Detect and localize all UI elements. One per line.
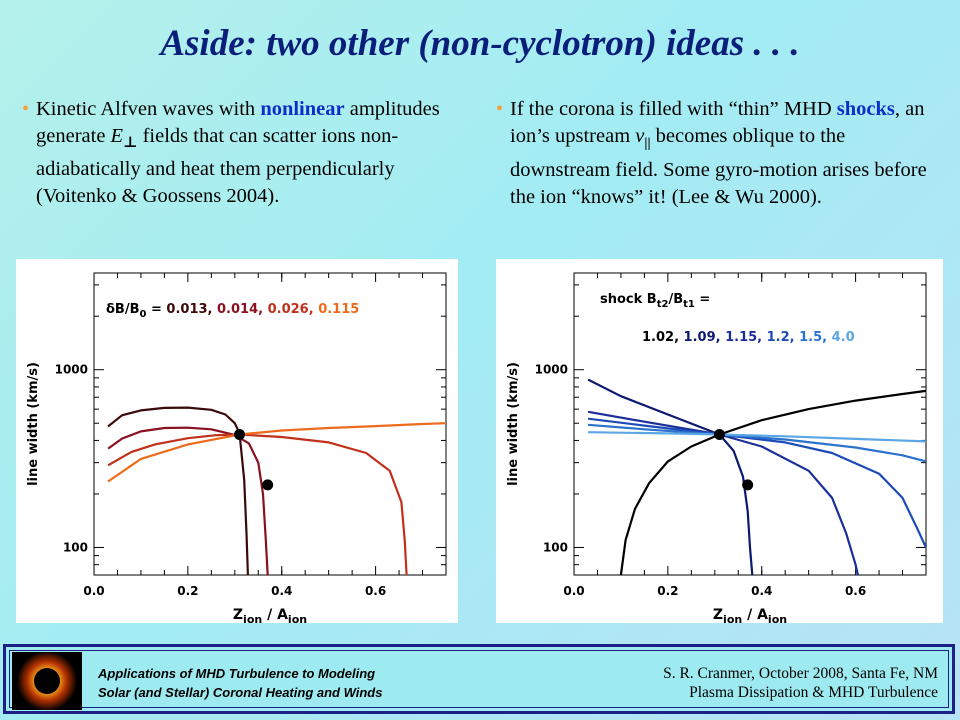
x-tick-label: 0.2 [657, 584, 678, 598]
series-line-1 [587, 378, 754, 575]
legend-values: 1.02, 1.09, 1.15, 1.2, 1.5, 4.0 [642, 330, 855, 345]
right-chart: 0.0 0.2 0.4 0.6 100 1000 line width (km/s) Zion… [496, 259, 943, 623]
x-tick-label: 0.4 [271, 584, 292, 598]
x-tick-label: 0.4 [751, 584, 772, 598]
right-bullet-text-1: If the corona is filled with “thin” MHD [510, 98, 837, 120]
x-tick-label: 0.0 [563, 584, 584, 598]
e-field-subscript: ⊥ [123, 134, 138, 151]
right-bullet-text-3: becomes oblique to the downstream field.… [510, 124, 927, 208]
legend-title: shock Bt2/Bt1 = [600, 292, 710, 310]
series-line-0 [619, 389, 926, 575]
plot-frame [573, 272, 927, 576]
x-axis-label: Zion / Aion [233, 607, 307, 623]
x-tick-label: 0.6 [845, 584, 866, 598]
y-axis-label: line width (km/s) [506, 362, 521, 486]
footer-left-line-2: Solar (and Stellar) Coronal Heating and … [98, 685, 383, 700]
y-axis-label: line width (km/s) [26, 362, 41, 486]
y-tick-label: 100 [63, 540, 88, 554]
slide-title: Aside: two other (non-cyclotron) ideas .… [160, 23, 800, 64]
data-marker-0 [713, 429, 725, 441]
series-line-1 [107, 426, 269, 575]
data-marker-1 [742, 479, 754, 491]
plot-frame [93, 272, 447, 576]
left-chart: 0.0 0.2 0.4 0.6 100 1000 line width (km/s) Zion… [16, 259, 458, 623]
solar-eclipse-icon [12, 652, 82, 710]
y-tick-label: 100 [543, 540, 568, 554]
right-chart-svg: 0.0 0.2 0.4 0.6 100 1000 line width (km/s) Zion… [506, 272, 927, 623]
left-bullet-highlight: nonlinear [260, 98, 345, 120]
left-bullet-text-3: fields that can scatter ions non-adiabat… [36, 124, 399, 207]
footer-left-text: Applications of MHD Turbulence to Modeli… [98, 664, 382, 702]
series-line-4 [588, 423, 926, 463]
e-field-symbol: E [110, 124, 124, 147]
left-bullet: • Kinetic Alfven waves with nonlinear am… [22, 96, 456, 209]
left-chart-svg: 0.0 0.2 0.4 0.6 100 1000 line width (km/s) Zion… [26, 272, 447, 623]
footer-left-line-1: Applications of MHD Turbulence to Modeli… [98, 666, 376, 681]
x-axis-label: Zion / Aion [713, 607, 787, 623]
y-tick-label: 1000 [535, 363, 568, 377]
series-line-0 [107, 406, 249, 575]
x-tick-label: 0.2 [177, 584, 198, 598]
bullet-dot-icon: • [22, 98, 30, 120]
footer-right-text: S. R. Cranmer, October 2008, Santa Fe, N… [663, 664, 938, 702]
left-bullet-text-1: Kinetic Alfven waves with [36, 98, 261, 120]
data-marker-1 [262, 479, 274, 491]
velocity-subscript: || [644, 135, 651, 151]
data-marker-0 [233, 429, 245, 441]
right-bullet-text-2: , an ion’s upstream [510, 98, 925, 147]
series-line-5 [588, 431, 926, 443]
velocity-symbol: v [635, 124, 645, 147]
bullet-dot-icon: • [496, 98, 504, 120]
right-bullet: • If the corona is filled with “thin” MH… [496, 96, 940, 210]
footer-bar: Applications of MHD Turbulence to Modeli… [3, 644, 955, 714]
x-tick-label: 0.6 [365, 584, 386, 598]
footer-inner-border [9, 650, 949, 708]
footer-right-line-1: S. R. Cranmer, October 2008, Santa Fe, N… [663, 665, 938, 682]
series-line-2 [587, 410, 859, 575]
legend: δB/B0 = 0.013, 0.014, 0.026, 0.115 [106, 302, 359, 320]
x-tick-label: 0.0 [83, 584, 104, 598]
right-bullet-highlight: shocks [836, 98, 895, 120]
left-bullet-text-2: amplitudes generate [36, 98, 440, 147]
series-line-3 [107, 422, 446, 483]
footer-right-line-2: Plasma Dissipation & MHD Turbulence [689, 684, 938, 701]
y-tick-label: 1000 [55, 363, 88, 377]
series-line-3 [587, 417, 926, 548]
series-line-2 [107, 433, 408, 575]
